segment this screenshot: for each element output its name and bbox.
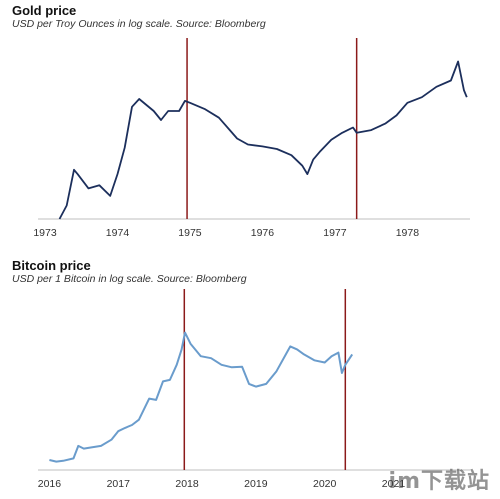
- bitcoin-series-line: [49, 331, 354, 463]
- bitcoin-x-tick-label: 2021: [382, 478, 406, 490]
- bitcoin-x-tick-label: 2017: [107, 478, 131, 490]
- bitcoin-chart-title: Bitcoin price: [12, 258, 91, 273]
- gold-x-tick-label: 1974: [106, 227, 130, 239]
- bitcoin-chart-subtitle: USD per 1 Bitcoin in log scale. Source: …: [12, 273, 247, 285]
- gold-x-tick-label: 1975: [178, 227, 202, 239]
- bitcoin-x-tick-label: 2018: [175, 478, 199, 490]
- bitcoin-x-tick-label: 2020: [313, 478, 337, 490]
- bitcoin-chart-panel: Bitcoin price USD per 1 Bitcoin in log s…: [0, 255, 500, 499]
- gold-series-line: [58, 60, 468, 220]
- gold-x-tick-label: 1976: [251, 227, 275, 239]
- bitcoin-x-tick-label: 2016: [38, 478, 62, 490]
- gold-x-tick-label: 1973: [33, 227, 57, 239]
- gold-chart-subtitle: USD per Troy Ounces in log scale. Source…: [12, 18, 266, 30]
- watermark-logo: im下载站: [388, 469, 490, 494]
- gold-chart: 1973 1974 1975 1976 1977 1978: [33, 38, 470, 239]
- gold-chart-title: Gold price: [12, 3, 77, 18]
- gold-x-tick-label: 1978: [396, 227, 420, 239]
- bitcoin-chart: 2016 2017 2018 2019 2020 2021: [38, 289, 470, 490]
- bitcoin-x-tick-label: 2019: [244, 478, 268, 490]
- gold-x-tick-label: 1977: [323, 227, 347, 239]
- gold-chart-panel: Gold price USD per Troy Ounces in log sc…: [12, 3, 470, 239]
